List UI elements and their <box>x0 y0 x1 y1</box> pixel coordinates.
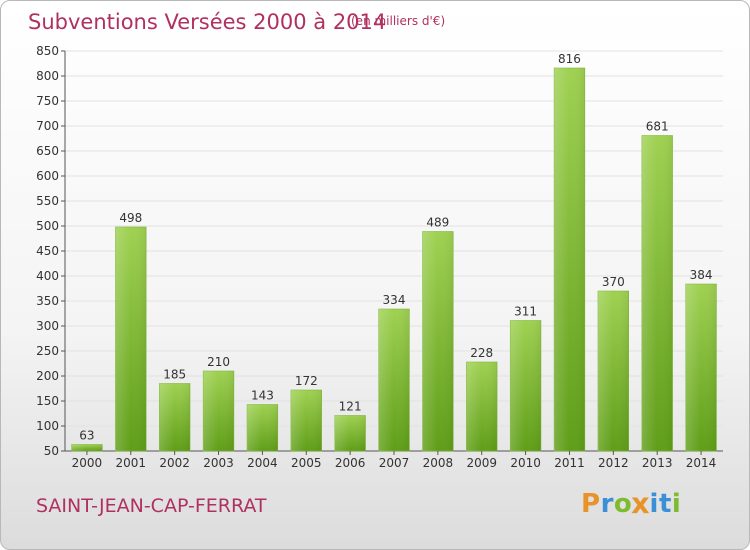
logo-letter: o <box>613 489 633 519</box>
commune-name: SAINT-JEAN-CAP-FERRAT <box>36 495 267 517</box>
x-tick-label: 2014 <box>686 456 717 470</box>
proxiti-logo[interactable]: Proxiti <box>581 487 682 521</box>
logo-letter: r <box>600 489 614 519</box>
bar-shine <box>159 383 191 451</box>
logo-letter: t <box>658 489 672 519</box>
bar-value-label: 311 <box>514 305 537 319</box>
x-tick-label: 2011 <box>554 456 585 470</box>
bar-value-label: 681 <box>646 120 669 134</box>
bar-shine <box>290 390 322 451</box>
logo-letter: i <box>671 489 682 519</box>
y-tick-label: 650 <box>36 144 59 158</box>
bar-value-label: 384 <box>690 268 713 282</box>
x-tick-label: 2000 <box>72 456 103 470</box>
bar-value-label: 334 <box>383 293 406 307</box>
bar-shine <box>641 135 673 451</box>
y-tick-label: 200 <box>36 369 59 383</box>
x-tick-label: 2010 <box>510 456 541 470</box>
y-tick-label: 550 <box>36 194 59 208</box>
bar-value-label: 370 <box>602 275 625 289</box>
x-tick-label: 2004 <box>247 456 278 470</box>
bar-shine <box>422 231 454 451</box>
bar-shine <box>115 227 147 451</box>
y-tick-label: 400 <box>36 269 59 283</box>
y-tick-label: 100 <box>36 419 59 433</box>
bar-value-label: 228 <box>470 346 493 360</box>
y-tick-label: 500 <box>36 219 59 233</box>
x-tick-label: 2001 <box>116 456 147 470</box>
chart-subtitle: (en milliers d'€) <box>351 14 446 28</box>
bar-shine <box>466 362 498 451</box>
y-tick-label: 250 <box>36 344 59 358</box>
x-tick-label: 2005 <box>291 456 322 470</box>
bar-shine <box>203 371 234 451</box>
y-tick-label: 350 <box>36 294 59 308</box>
bar-value-label: 489 <box>426 216 449 230</box>
y-tick-label: 800 <box>36 69 59 83</box>
x-tick-label: 2008 <box>423 456 454 470</box>
logo-letter: x <box>631 487 651 521</box>
x-tick-label: 2012 <box>598 456 629 470</box>
y-tick-label: 600 <box>36 169 59 183</box>
bar-shine <box>378 309 410 451</box>
bar-shine <box>71 444 103 451</box>
bar-value-label: 498 <box>119 211 142 225</box>
y-tick-label: 850 <box>36 44 59 58</box>
bar-value-label: 816 <box>558 52 581 66</box>
x-tick-label: 2006 <box>335 456 366 470</box>
logo-letter: P <box>581 489 601 519</box>
bar-shine <box>247 404 278 451</box>
y-tick-label: 450 <box>36 244 59 258</box>
bar-shine <box>510 320 541 451</box>
chart-title: Subventions Versées 2000 à 2014 <box>28 10 387 34</box>
bar-value-label: 63 <box>79 429 94 443</box>
y-tick-label: 300 <box>36 319 59 333</box>
bar-shine <box>554 68 585 451</box>
y-tick-label: 50 <box>44 444 59 458</box>
bar-value-label: 185 <box>163 368 186 382</box>
y-tick-label: 150 <box>36 394 59 408</box>
bar-value-label: 121 <box>339 400 362 414</box>
y-tick-label: 700 <box>36 119 59 133</box>
bar-shine <box>685 284 717 451</box>
x-tick-label: 2003 <box>203 456 234 470</box>
bar-value-label: 143 <box>251 389 274 403</box>
x-tick-label: 2002 <box>159 456 190 470</box>
y-tick-label: 750 <box>36 94 59 108</box>
bar-shine <box>597 291 629 451</box>
bar-shine <box>334 415 366 451</box>
bar-value-label: 172 <box>295 374 318 388</box>
bar-value-label: 210 <box>207 355 230 369</box>
x-tick-label: 2007 <box>379 456 410 470</box>
x-tick-label: 2009 <box>466 456 497 470</box>
logo-letter: i <box>649 489 659 519</box>
x-tick-label: 2013 <box>642 456 673 470</box>
